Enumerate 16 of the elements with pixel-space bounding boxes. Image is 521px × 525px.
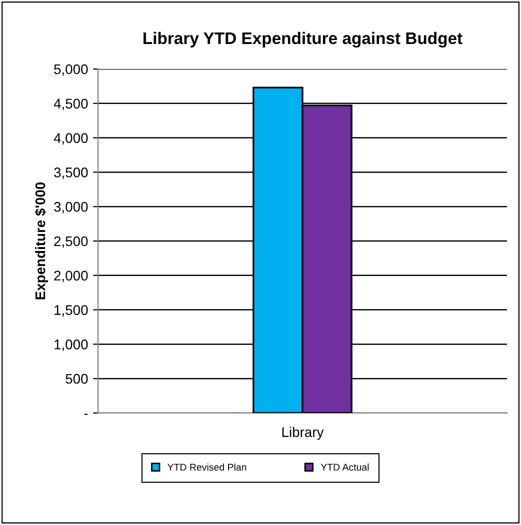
y-tick-label: 1,000 <box>54 340 88 352</box>
legend-label: YTD Actual <box>320 463 369 471</box>
x-tick-label: Library <box>282 426 324 440</box>
y-axis-title: Expenditure $'000 <box>34 182 48 300</box>
y-tick-label: - <box>84 414 88 415</box>
chart-title: Library YTD Expenditure against Budget <box>144 32 462 48</box>
y-tick-label: 3,000 <box>54 202 88 214</box>
y-tick-label: 2,500 <box>54 236 88 248</box>
y-tick-label: 1,500 <box>54 305 88 317</box>
legend-label: YTD Revised Plan <box>168 463 246 471</box>
y-tick-label: 5,000 <box>54 64 88 76</box>
y-tick-label: 500 <box>66 374 88 384</box>
y-tick-label: 4,500 <box>54 98 88 110</box>
y-tick-label: 4,000 <box>54 133 88 145</box>
y-tick-label: 3,500 <box>54 168 88 180</box>
y-tick-label: 2,000 <box>54 270 88 282</box>
